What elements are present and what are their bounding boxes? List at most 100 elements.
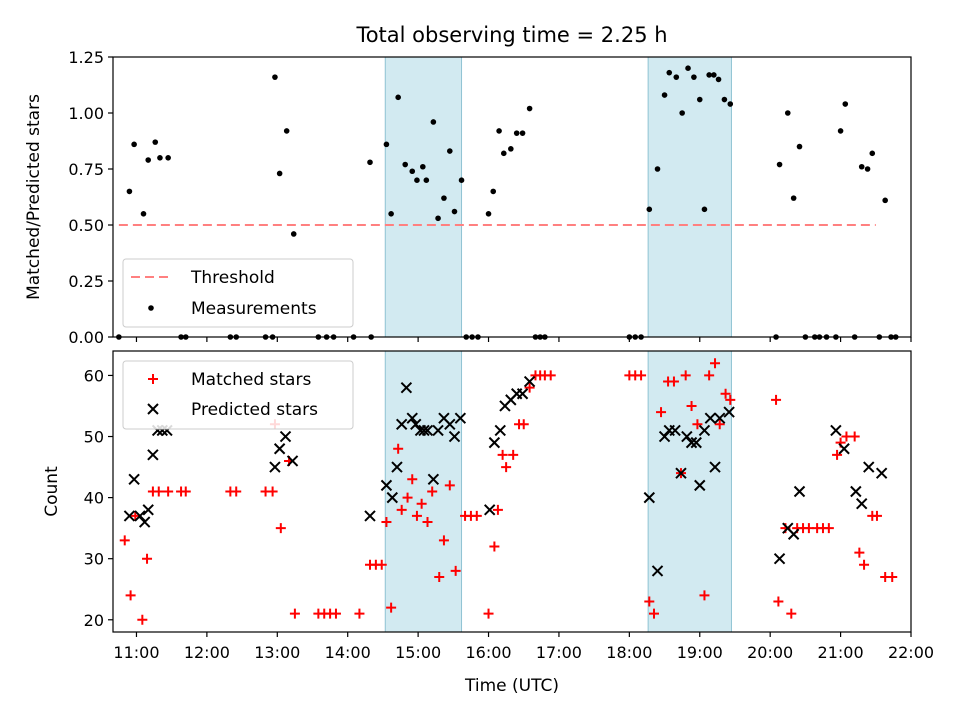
matched-star-point (289, 608, 300, 619)
predicted-star-point (269, 461, 281, 473)
measurement-point (435, 215, 441, 222)
matched-star-point (704, 370, 715, 381)
measurement-point (666, 69, 673, 76)
figure-title: Total observing time = 2.25 h (355, 23, 667, 47)
predicted-star-point (138, 516, 151, 528)
predicted-star-point (386, 491, 399, 504)
x-tick-label: 14:00 (325, 643, 371, 662)
predicted-star-point (516, 388, 529, 400)
legend-label: Threshold (190, 268, 275, 288)
matched-star-point (422, 517, 433, 528)
matched-star-point (720, 388, 731, 399)
measurement-point (496, 128, 502, 134)
matched-star-point (180, 486, 191, 497)
axes-frame (112, 350, 912, 633)
measurement-point (842, 101, 849, 107)
x-tick-label: 18:00 (606, 643, 652, 662)
measurement-point (441, 195, 447, 201)
matched-star-point (849, 431, 860, 442)
measurement-point (447, 148, 453, 154)
predicted-star-point (793, 485, 806, 498)
matched-star-point (381, 517, 392, 528)
matched-star-point (396, 504, 407, 515)
measurement-point (152, 139, 159, 145)
predicted-star-point (675, 467, 687, 479)
predicted-star-point (856, 498, 868, 510)
legend-label: Matched stars (191, 370, 311, 390)
matched-star-point (692, 419, 703, 430)
measurement-point (701, 206, 708, 213)
measurement-point (654, 166, 661, 172)
measurement-point (388, 211, 394, 217)
predicted-star-point (380, 479, 393, 492)
predicted-star-point (875, 467, 888, 479)
x-axis-label: Time (UTC) (464, 676, 559, 696)
matched-star-point (489, 541, 500, 552)
matched-star-point (231, 486, 242, 497)
y-tick-label: 0.50 (68, 216, 104, 235)
predicted-star-point (488, 436, 501, 449)
measurement-point (864, 166, 871, 172)
legend-box (122, 360, 354, 430)
matched-star-point (275, 523, 286, 534)
predicted-star-point (850, 485, 862, 498)
matched-star-point (823, 523, 834, 534)
x-tick-label: 20:00 (747, 643, 793, 662)
measurement-point (131, 141, 137, 148)
x-tick-label: 22:00 (888, 643, 934, 662)
matched-star-point (407, 474, 418, 485)
y-tick-label: 0.75 (68, 160, 104, 179)
matched-star-point (163, 486, 174, 497)
predicted-star-point (690, 436, 702, 449)
predicted-star-point (406, 412, 418, 424)
predicted-star-point (410, 418, 422, 431)
legend-box (122, 258, 354, 328)
measurement-point (485, 211, 492, 217)
matched-star-point (354, 608, 365, 619)
measurement-point (519, 130, 526, 136)
y-tick-label: 30 (84, 550, 104, 569)
predicted-star-point (658, 430, 671, 443)
measurement-point (409, 168, 416, 175)
measurement-point (165, 155, 171, 161)
x-tick-label: 21:00 (818, 643, 864, 662)
matched-star-point (450, 565, 461, 576)
matched-star-point (710, 358, 721, 369)
predicted-star-point (147, 449, 159, 461)
measurement-point (691, 74, 697, 80)
matched-star-point (644, 596, 655, 607)
measurement-point (679, 110, 685, 116)
matched-star-point (773, 596, 784, 607)
y-tick-label: 60 (84, 366, 104, 385)
y-axis-label: Matched/Predicted stars (24, 94, 44, 300)
shaded-interval (384, 350, 463, 633)
matched-star-point (125, 590, 136, 601)
measurement-point (796, 143, 803, 150)
predicted-star-point (483, 504, 496, 516)
matched-star-point (887, 572, 898, 583)
measurement-point (784, 110, 791, 116)
x-tick-label: 17:00 (536, 643, 582, 662)
measurement-point (673, 74, 680, 80)
predicted-star-point (838, 443, 850, 455)
predicted-star-point (830, 424, 842, 437)
matched-star-point (508, 449, 519, 460)
matched-star-point (771, 394, 782, 405)
matched-star-point (686, 400, 697, 411)
x-tick-label: 19:00 (677, 643, 723, 662)
predicted-star-point (494, 424, 506, 437)
matched-star-point (153, 486, 164, 497)
predicted-star-point (681, 430, 693, 443)
measurement-point (367, 159, 373, 166)
matched-star-point (648, 608, 659, 619)
legend-label: Measurements (191, 299, 317, 319)
matched-star-point (518, 419, 529, 430)
measurement-point (157, 155, 163, 161)
legend: Threshold Measurements (122, 258, 354, 328)
measurement-point (458, 177, 465, 183)
predicted-star-point (709, 461, 721, 473)
predicted-star-point (448, 430, 461, 443)
matched-star-point (393, 443, 404, 454)
matched-star-point (497, 449, 508, 460)
